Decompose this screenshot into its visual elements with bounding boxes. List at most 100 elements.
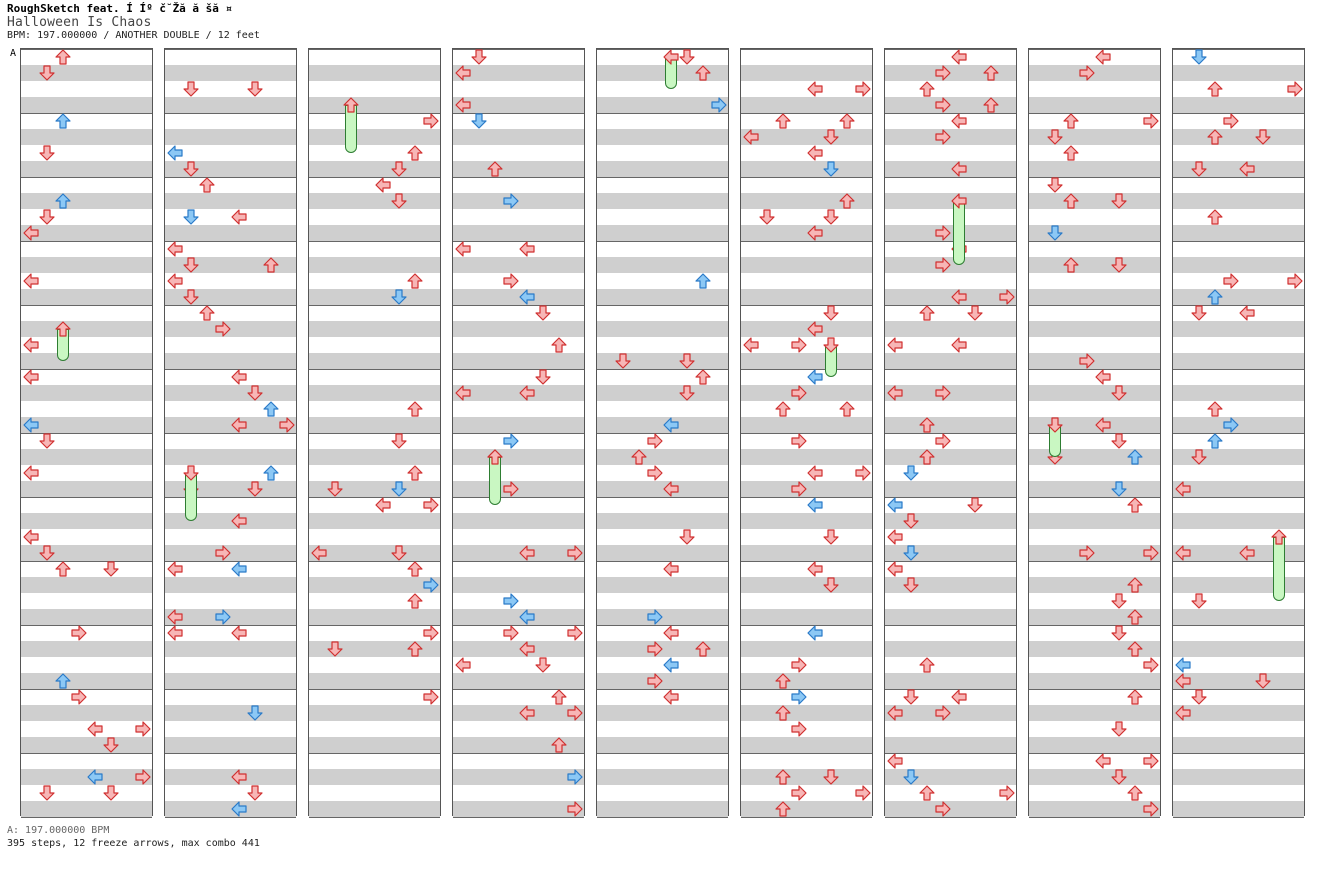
measure-line	[1029, 241, 1160, 242]
down-arrow-icon	[1047, 225, 1063, 241]
freeze-arrow	[1273, 537, 1285, 601]
down-arrow-icon	[183, 465, 199, 481]
up-arrow-icon	[839, 401, 855, 417]
right-arrow-icon	[567, 801, 583, 817]
beat-band	[309, 353, 440, 369]
chart-column	[1172, 48, 1305, 818]
up-arrow-icon	[407, 593, 423, 609]
beat-band	[741, 321, 872, 337]
up-arrow-icon	[199, 177, 215, 193]
left-arrow-icon	[311, 545, 327, 561]
measure-line	[21, 305, 152, 306]
beat-band	[741, 193, 872, 209]
beat-band	[309, 193, 440, 209]
left-arrow-icon	[887, 385, 903, 401]
chart-footer: A: 197.000000 BPM 395 steps, 12 freeze a…	[7, 825, 260, 851]
beat-band	[741, 65, 872, 81]
measure-line	[453, 497, 584, 498]
beat-band	[741, 257, 872, 273]
beat-band	[741, 769, 872, 785]
measure-line	[21, 49, 152, 50]
up-arrow-icon	[55, 561, 71, 577]
down-arrow-icon	[1111, 721, 1127, 737]
left-arrow-icon	[519, 385, 535, 401]
measure-line	[597, 753, 728, 754]
measure-line	[165, 689, 296, 690]
left-arrow-icon	[23, 465, 39, 481]
chart-column	[1028, 48, 1161, 818]
beat-band	[597, 449, 728, 465]
left-arrow-icon	[807, 321, 823, 337]
down-arrow-icon	[1191, 449, 1207, 465]
up-arrow-icon	[199, 305, 215, 321]
beat-band	[1029, 97, 1160, 113]
right-arrow-icon	[855, 785, 871, 801]
chart-column	[596, 48, 729, 818]
right-arrow-icon	[1287, 273, 1303, 289]
beat-band	[165, 257, 296, 273]
beat-band	[597, 65, 728, 81]
beat-band	[741, 801, 872, 817]
right-arrow-icon	[935, 97, 951, 113]
beat-band	[741, 513, 872, 529]
left-arrow-icon	[807, 465, 823, 481]
down-arrow-icon	[679, 353, 695, 369]
right-arrow-icon	[135, 769, 151, 785]
right-arrow-icon	[503, 481, 519, 497]
down-arrow-icon	[1255, 129, 1271, 145]
up-arrow-icon	[1063, 145, 1079, 161]
left-arrow-icon	[231, 769, 247, 785]
measure-line	[453, 753, 584, 754]
down-arrow-icon	[1111, 625, 1127, 641]
right-arrow-icon	[1079, 65, 1095, 81]
beat-band	[165, 65, 296, 81]
up-arrow-icon	[919, 785, 935, 801]
beat-band	[1029, 801, 1160, 817]
up-arrow-icon	[695, 273, 711, 289]
beat-band	[1173, 577, 1304, 593]
beat-band	[1173, 449, 1304, 465]
beat-band	[309, 769, 440, 785]
beat-band	[309, 737, 440, 753]
down-arrow-icon	[615, 353, 631, 369]
up-arrow-icon	[551, 689, 567, 705]
up-arrow-icon	[1127, 577, 1143, 593]
down-arrow-icon	[247, 785, 263, 801]
beat-band	[1029, 705, 1160, 721]
measure-line	[453, 689, 584, 690]
beat-band	[453, 417, 584, 433]
beat-band	[1029, 257, 1160, 273]
left-arrow-icon	[663, 417, 679, 433]
beat-band	[453, 225, 584, 241]
left-arrow-icon	[743, 337, 759, 353]
measure-line	[741, 49, 872, 50]
right-arrow-icon	[935, 65, 951, 81]
down-arrow-icon	[823, 577, 839, 593]
measure-line	[1029, 625, 1160, 626]
left-arrow-icon	[167, 273, 183, 289]
up-arrow-icon	[775, 673, 791, 689]
measure-line	[1173, 177, 1304, 178]
beat-band	[1029, 577, 1160, 593]
up-arrow-icon	[695, 369, 711, 385]
up-arrow-icon	[487, 449, 503, 465]
beat-band	[885, 193, 1016, 209]
measure-line	[741, 433, 872, 434]
down-arrow-icon	[1111, 769, 1127, 785]
down-arrow-icon	[1111, 257, 1127, 273]
measure-line	[1173, 305, 1304, 306]
beat-band	[453, 769, 584, 785]
beat-band	[1029, 289, 1160, 305]
down-arrow-icon	[1111, 193, 1127, 209]
measure-line	[165, 113, 296, 114]
chart-column	[452, 48, 585, 818]
beat-band	[741, 449, 872, 465]
measure-line	[1029, 305, 1160, 306]
beat-band	[885, 417, 1016, 433]
beat-band	[741, 225, 872, 241]
beat-band	[21, 161, 152, 177]
down-arrow-icon	[183, 289, 199, 305]
chart-column	[740, 48, 873, 818]
up-arrow-icon	[1063, 257, 1079, 273]
beat-band	[885, 161, 1016, 177]
